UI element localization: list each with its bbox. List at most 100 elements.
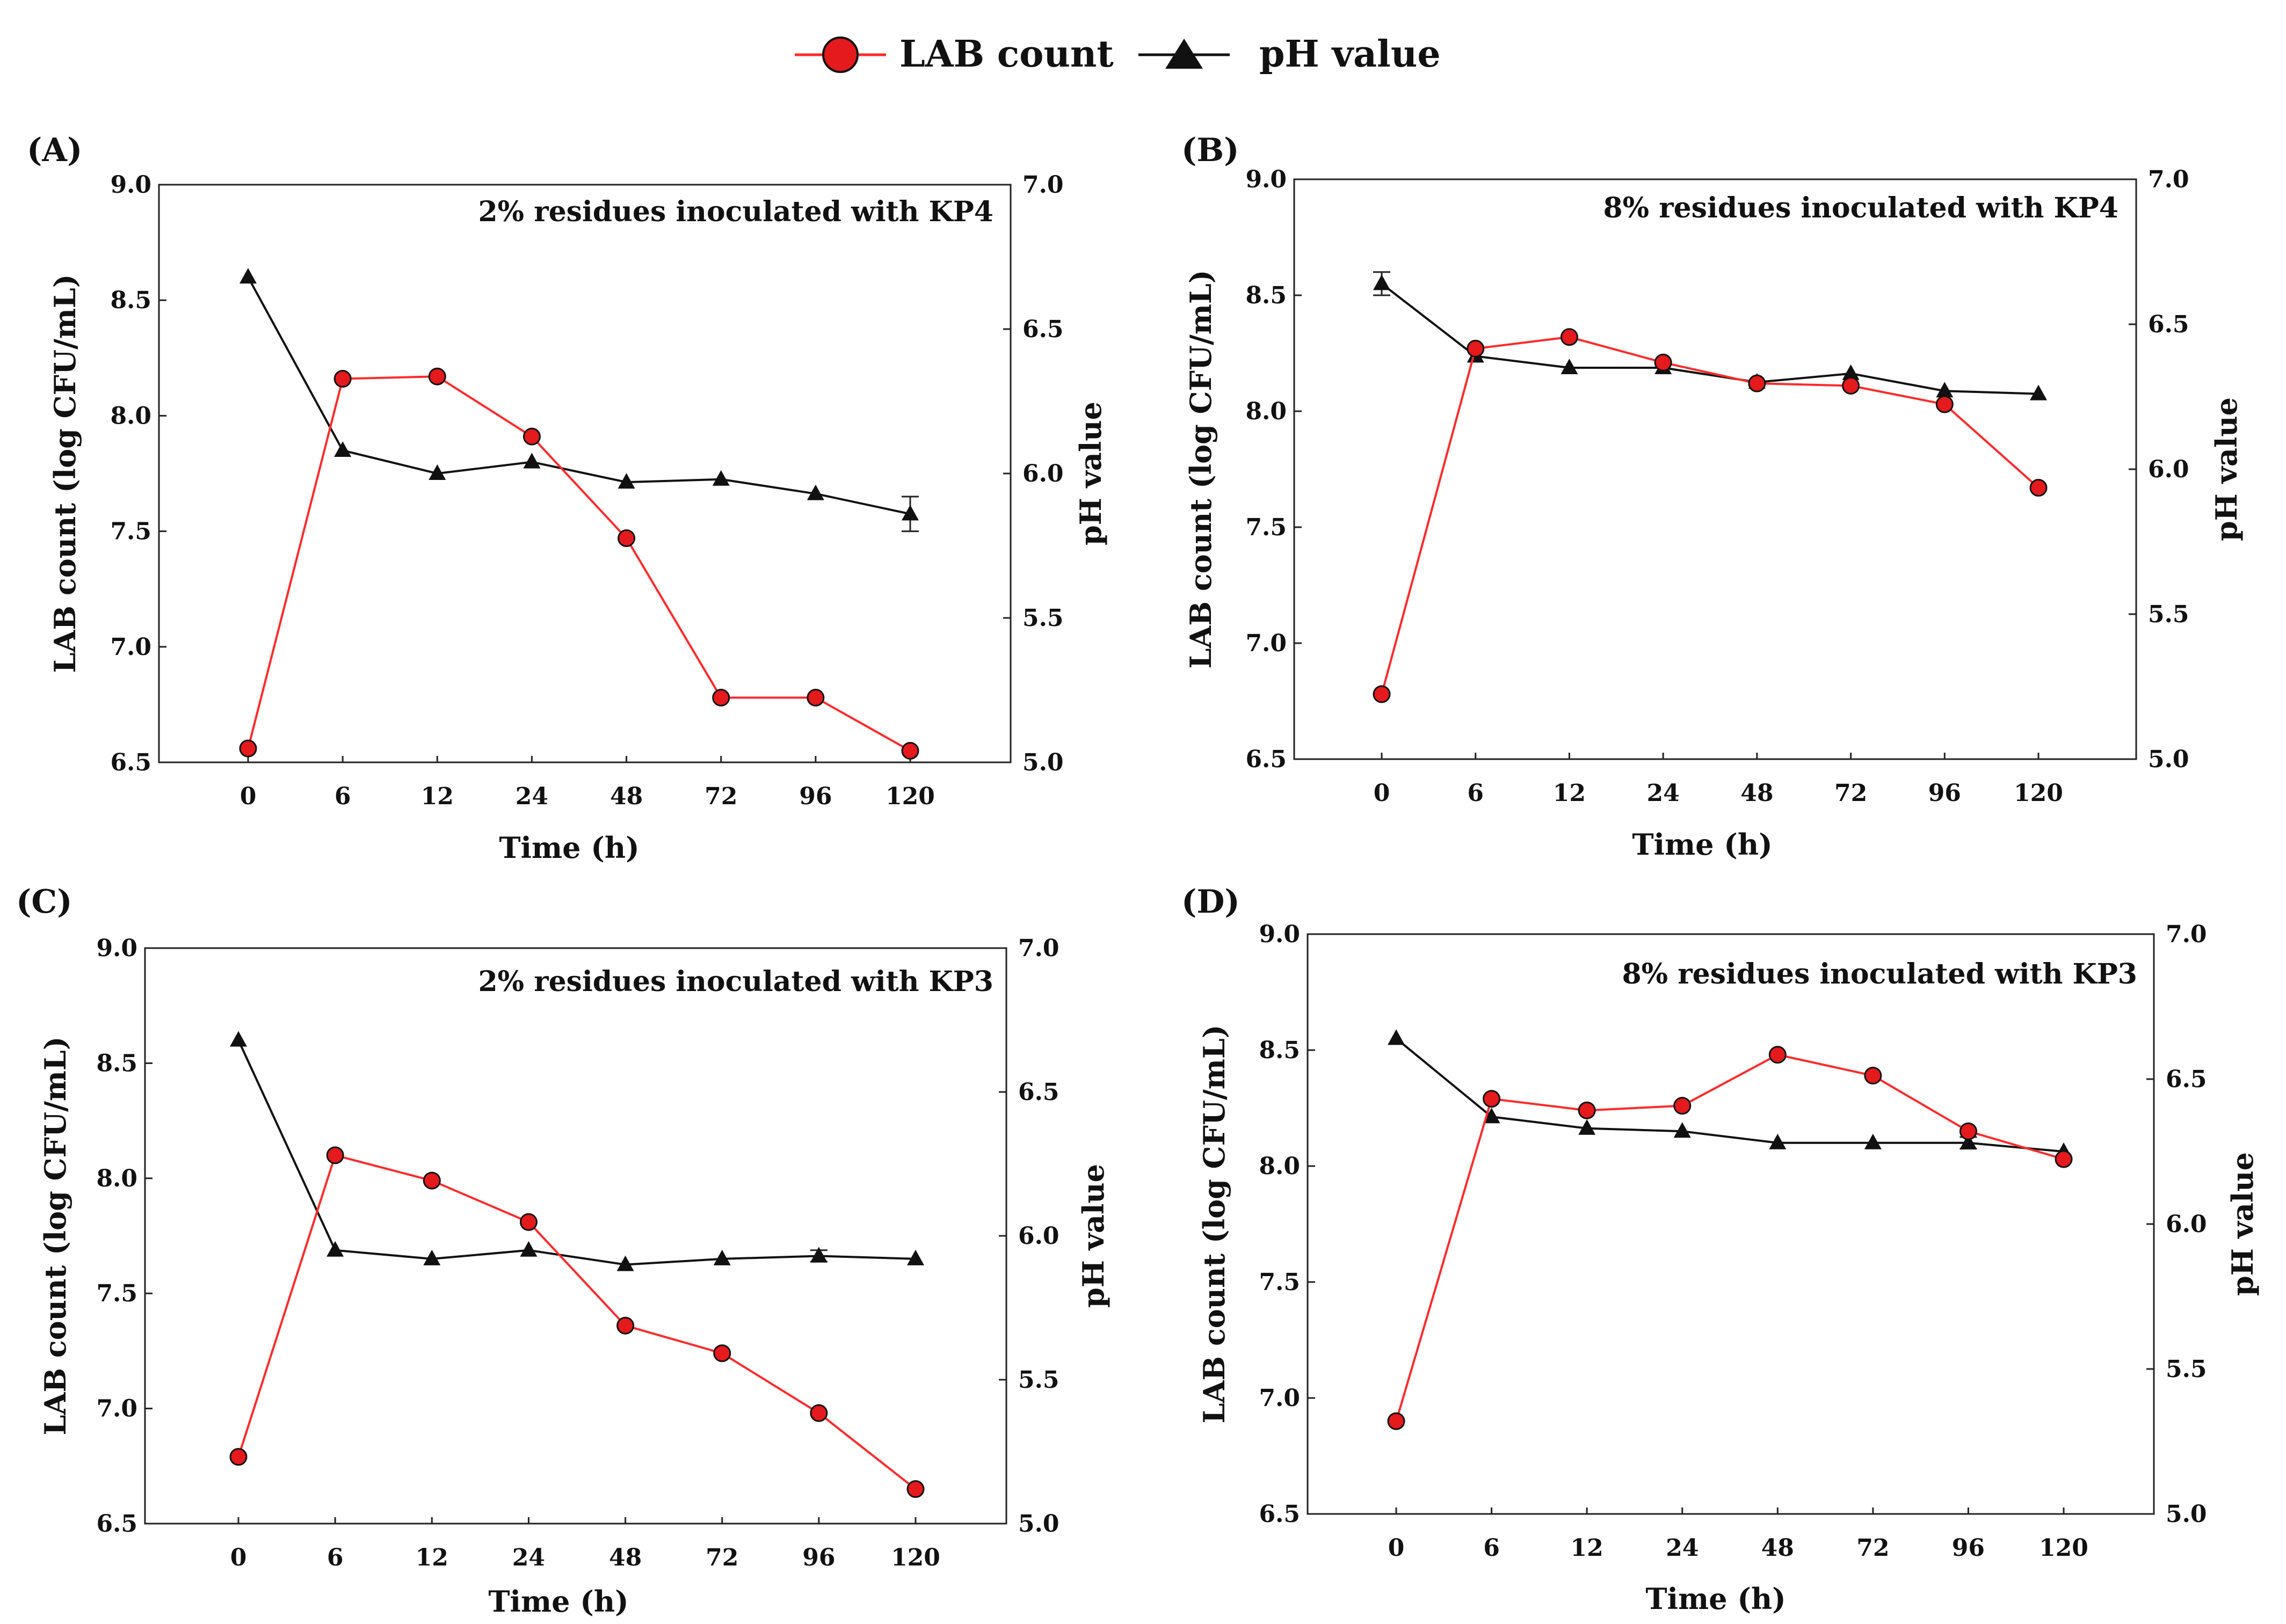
panel-b-label: (B) (1181, 132, 1239, 169)
legend-ph-label: pH value (1259, 33, 1441, 76)
left-axis-tick-label: 8.5 (96, 1050, 137, 1077)
right-axis-tick-label: 5.0 (2148, 746, 2189, 773)
lab-data-point (333, 370, 352, 388)
left-axis-tick-label: 8.5 (110, 287, 151, 314)
x-axis-tick-label: 48 (610, 783, 643, 810)
left-axis-tick-label: 9.0 (96, 935, 137, 962)
left-axis-tick-label: 7.0 (96, 1395, 137, 1423)
lab-data-point (712, 688, 730, 707)
left-axis-tick-label: 7.5 (110, 518, 151, 545)
lab-data-point (807, 688, 825, 707)
panel-d-y-axis-title: LAB count (log CFU/mL) (1197, 1025, 1231, 1424)
left-axis-tick-label: 7.0 (110, 633, 151, 661)
left-axis-tick-label: 6.5 (96, 1510, 137, 1538)
ph-series-line (237, 1039, 916, 1266)
lab-data-point (1654, 353, 1672, 372)
lab-series-line (1381, 336, 2040, 695)
right-axis-tick-label: 6.5 (1022, 316, 1064, 343)
left-axis-tick-label: 6.5 (1259, 1501, 1300, 1528)
panel-a-y2-axis-title: pH value (1073, 402, 1108, 545)
lab-data-point (1673, 1097, 1692, 1115)
left-axis-tick-label: 7.5 (1245, 514, 1287, 541)
panel-c-x-axis-title: Time (h) (488, 1584, 628, 1619)
lab-data-point (618, 529, 636, 548)
panel-b-y-axis-title: LAB count (log CFU/mL) (1184, 270, 1218, 669)
ph-data-point (1960, 1133, 1977, 1149)
x-axis-tick-label: 6 (335, 783, 351, 810)
x-axis-tick-label: 120 (2039, 1534, 2088, 1562)
x-axis-tick-label: 96 (799, 783, 832, 810)
lab-data-point (1560, 328, 1578, 346)
lab-data-point (1387, 1412, 1405, 1430)
right-axis-tick-label: 5.5 (2148, 601, 2189, 628)
left-axis-tick-label: 8.0 (110, 402, 151, 429)
x-axis-tick-label: 12 (1553, 780, 1586, 807)
panel-a-x-axis-ticks: 0 6 12 24 48 72 96 120 (240, 756, 935, 810)
left-axis-tick-label: 8.0 (96, 1165, 137, 1192)
left-axis-tick-label: 6.5 (110, 749, 151, 776)
x-axis-tick-label: 24 (1647, 780, 1680, 807)
lab-data-point (326, 1146, 344, 1164)
panel-b-lab-series (1373, 328, 2048, 703)
panel-b-x-axis-ticks: 0 6 12 24 48 72 96 120 (1374, 753, 2063, 807)
x-axis-tick-label: 72 (1834, 780, 1867, 807)
ph-data-point (618, 473, 635, 489)
x-axis-tick-label: 12 (421, 783, 454, 810)
x-axis-tick-label: 48 (1740, 780, 1773, 807)
panel-c-plot-frame (144, 947, 1007, 1525)
panel-a: (A) 2% residues inoculated with KP4 6.5 7… (27, 132, 1108, 865)
lab-data-point (2055, 1150, 2073, 1168)
legend-ph-marker (1165, 39, 1203, 69)
panel-d-x-axis-title: Time (h) (1645, 1582, 1786, 1616)
panel-d-lab-series (1387, 1046, 2073, 1430)
left-axis-tick-label: 6.5 (1245, 746, 1287, 773)
ph-data-point (713, 1249, 731, 1265)
left-axis-tick-label: 8.0 (1245, 398, 1287, 425)
left-axis-tick-label: 8.5 (1259, 1037, 1300, 1064)
ph-data-point (1936, 382, 1954, 398)
ph-data-point (902, 505, 919, 521)
panel-c-y-axis-title: LAB count (log CFU/mL) (38, 1037, 72, 1436)
x-axis-tick-label: 0 (1374, 780, 1390, 807)
x-axis-tick-label: 48 (609, 1544, 642, 1571)
ph-data-point (1769, 1133, 1787, 1149)
right-axis-tick-label: 6.5 (2166, 1066, 2207, 1093)
panel-d-left-axis-ticks: 6.5 7.0 7.5 8.0 8.5 9.0 (1259, 921, 1315, 1528)
left-axis-tick-label: 7.0 (1259, 1385, 1300, 1412)
panel-c: (C) 2% residues inoculated with KP3 6.5 7… (16, 883, 1111, 1619)
ph-data-point (907, 1249, 924, 1265)
x-axis-tick-label: 48 (1761, 1534, 1794, 1562)
ph-data-point (712, 470, 730, 486)
lab-data-point (522, 427, 541, 446)
lab-data-point (1373, 685, 1391, 703)
right-axis-tick-label: 7.0 (1022, 171, 1064, 199)
panel-c-y2-axis-title: pH value (1076, 1164, 1111, 1308)
ph-data-point (334, 441, 352, 457)
right-axis-tick-label: 5.5 (1018, 1366, 1059, 1394)
right-axis-tick-label: 5.5 (2166, 1356, 2207, 1383)
panel-b-left-axis-ticks: 6.5 7.0 7.5 8.0 8.5 9.0 (1245, 166, 1302, 773)
right-axis-tick-label: 5.0 (1022, 749, 1064, 776)
panel-a-label: (A) (27, 132, 82, 169)
x-axis-tick-label: 24 (512, 1544, 545, 1571)
panel-b-right-axis-ticks: 5.0 5.5 6.0 6.5 7.0 (2129, 166, 2189, 773)
lab-series-line (237, 1154, 917, 1490)
panel-d-label: (D) (1181, 883, 1240, 921)
panel-a-ph-series (240, 268, 919, 533)
x-axis-tick-label: 72 (1856, 1534, 1889, 1562)
ph-data-point (523, 453, 541, 469)
panel-a-title: 2% residues inoculated with KP4 (478, 195, 994, 228)
legend: LAB count pH value (795, 33, 1441, 76)
panel-d-plot-frame (1307, 933, 2155, 1515)
panel-a-x-axis-title: Time (h) (499, 831, 639, 865)
right-axis-tick-label: 6.5 (2148, 311, 2189, 338)
legend-lab-marker (822, 37, 859, 73)
right-axis-tick-label: 5.5 (1022, 605, 1064, 632)
left-axis-tick-label: 7.5 (96, 1280, 137, 1307)
panel-b: (B) 8% residues inoculated with KP4 6.5 7… (1181, 132, 2244, 862)
x-axis-tick-label: 72 (706, 1544, 738, 1571)
panel-c-label: (C) (16, 883, 72, 921)
left-axis-tick-label: 7.5 (1259, 1269, 1300, 1296)
left-axis-tick-label: 9.0 (1245, 166, 1287, 193)
